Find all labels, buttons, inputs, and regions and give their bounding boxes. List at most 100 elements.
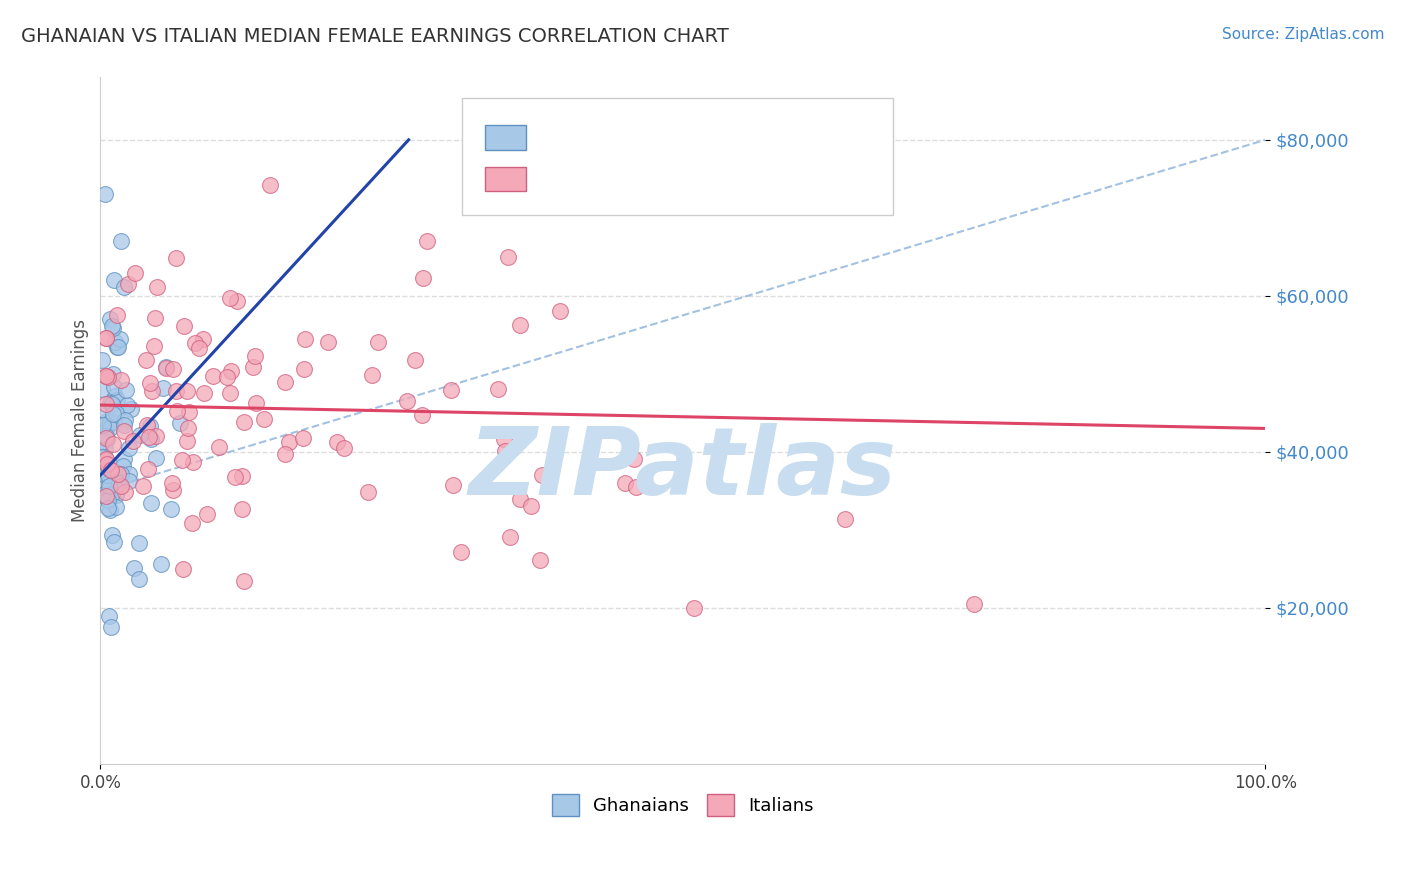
Text: R =   0.091   N =    80: R = 0.091 N = 80 bbox=[543, 128, 793, 146]
Point bbox=[118, 441, 141, 455]
Point bbox=[98, 415, 121, 429]
Point bbox=[97, 468, 120, 483]
Point bbox=[117, 277, 139, 291]
Point bbox=[90, 353, 112, 368]
Point bbox=[96, 489, 118, 503]
Point bbox=[548, 304, 571, 318]
FancyBboxPatch shape bbox=[461, 98, 893, 215]
Point bbox=[91, 450, 114, 464]
Point bbox=[195, 507, 218, 521]
Point bbox=[118, 467, 141, 482]
Point bbox=[219, 291, 242, 305]
Point bbox=[232, 574, 254, 588]
Point bbox=[162, 362, 184, 376]
Point bbox=[143, 311, 166, 326]
Text: R = -0.044   N = 108: R = -0.044 N = 108 bbox=[543, 169, 761, 187]
Point bbox=[128, 572, 150, 586]
Point bbox=[110, 467, 132, 481]
Point bbox=[441, 477, 464, 491]
Point bbox=[145, 429, 167, 443]
Point bbox=[177, 421, 200, 435]
Point bbox=[176, 384, 198, 398]
Point bbox=[98, 478, 121, 492]
Point bbox=[90, 382, 112, 396]
Point bbox=[277, 434, 299, 449]
Point bbox=[96, 419, 118, 434]
Point bbox=[90, 459, 112, 474]
Point bbox=[108, 476, 131, 491]
Point bbox=[101, 321, 124, 335]
Point bbox=[98, 421, 121, 435]
Point bbox=[136, 417, 159, 432]
Point bbox=[100, 396, 122, 410]
Text: ZIPatlas: ZIPatlas bbox=[468, 423, 897, 515]
Point bbox=[97, 483, 120, 497]
Point bbox=[683, 600, 706, 615]
Point bbox=[273, 375, 295, 389]
Point bbox=[440, 383, 463, 397]
Point bbox=[496, 250, 519, 264]
Point bbox=[94, 467, 117, 482]
Point bbox=[105, 339, 128, 353]
Point bbox=[122, 434, 145, 449]
Point bbox=[165, 384, 187, 398]
Point bbox=[259, 178, 281, 192]
Point bbox=[159, 501, 181, 516]
Point bbox=[104, 335, 127, 350]
Point bbox=[96, 414, 118, 428]
Point bbox=[155, 359, 177, 374]
Point bbox=[96, 368, 118, 383]
Point bbox=[180, 516, 202, 531]
Point bbox=[136, 462, 159, 476]
Point bbox=[530, 468, 553, 483]
Point bbox=[96, 451, 118, 466]
Point bbox=[96, 331, 118, 345]
Point bbox=[486, 382, 509, 396]
Point bbox=[104, 500, 127, 514]
Point bbox=[100, 528, 122, 542]
Point bbox=[145, 450, 167, 465]
Point bbox=[333, 441, 356, 455]
Point bbox=[141, 384, 163, 398]
Point bbox=[90, 488, 112, 502]
Point bbox=[520, 500, 543, 514]
Point bbox=[181, 455, 204, 469]
Point bbox=[107, 467, 129, 482]
Point bbox=[97, 500, 120, 515]
Point bbox=[139, 496, 162, 510]
Point bbox=[120, 402, 142, 417]
Point bbox=[110, 373, 132, 387]
Point bbox=[107, 340, 129, 354]
Point bbox=[173, 319, 195, 334]
Point bbox=[90, 435, 112, 450]
Point bbox=[101, 319, 124, 334]
Point bbox=[160, 476, 183, 491]
Point bbox=[114, 418, 136, 433]
Point bbox=[104, 389, 127, 403]
Point bbox=[326, 434, 349, 449]
Point bbox=[193, 385, 215, 400]
Point bbox=[114, 485, 136, 500]
Point bbox=[404, 352, 426, 367]
Point bbox=[114, 413, 136, 427]
Text: GHANAIAN VS ITALIAN MEDIAN FEMALE EARNINGS CORRELATION CHART: GHANAIAN VS ITALIAN MEDIAN FEMALE EARNIN… bbox=[21, 27, 728, 45]
Point bbox=[367, 334, 389, 349]
Point bbox=[101, 483, 124, 497]
Point bbox=[94, 405, 117, 419]
Point bbox=[100, 397, 122, 411]
Point bbox=[165, 251, 187, 265]
Point bbox=[103, 474, 125, 488]
Point bbox=[96, 453, 118, 467]
Point bbox=[103, 368, 125, 382]
Point bbox=[96, 432, 118, 446]
FancyBboxPatch shape bbox=[485, 167, 526, 191]
Point bbox=[100, 620, 122, 634]
Point bbox=[96, 368, 118, 383]
Point bbox=[509, 491, 531, 506]
Point bbox=[188, 341, 211, 355]
Point bbox=[143, 339, 166, 353]
Point bbox=[94, 457, 117, 471]
Point bbox=[169, 416, 191, 430]
Point bbox=[110, 234, 132, 248]
Point bbox=[146, 279, 169, 293]
